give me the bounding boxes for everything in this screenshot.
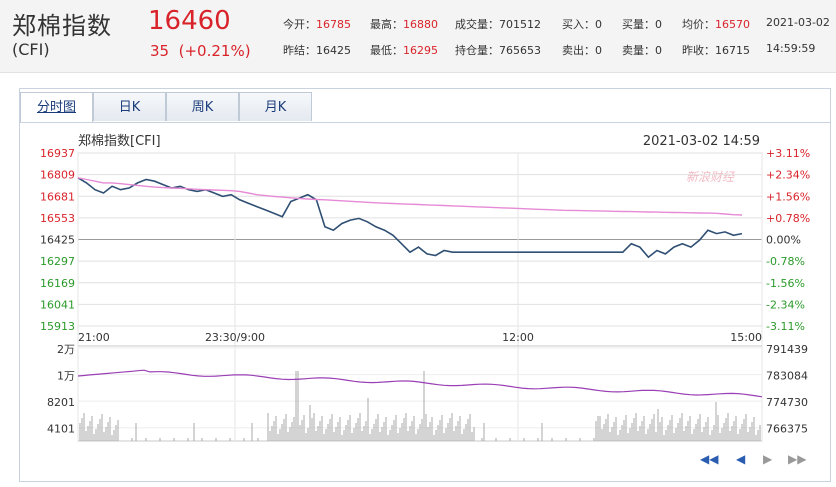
nav-prev-button[interactable]: ◀ [736, 452, 746, 466]
time-tick-label: 15:00 [730, 331, 762, 344]
price-tick-label: 16809 [40, 169, 75, 182]
open-interest-tick-label: 774730 [766, 396, 808, 409]
chart-tabs: 分时图 日K 周K 月K [20, 92, 312, 123]
percent-tick-label: -3.11% [766, 320, 805, 333]
quote-item: 均价：16570 [682, 16, 750, 32]
price-change: 35 (+0.21%) [150, 42, 251, 60]
percent-tick-label: -0.78% [766, 255, 805, 268]
quote-label: 成交量： [455, 18, 499, 31]
quote-item: 持仓量：765653 [455, 42, 541, 58]
quote-label: 持仓量： [455, 44, 499, 57]
chart-datetime: 2021-03-02 14:59 [643, 134, 760, 149]
volume-tick-label: 4101 [47, 423, 75, 436]
tab-intraday[interactable]: 分时图 [20, 92, 93, 123]
percent-tick-label: +3.11% [766, 147, 810, 160]
quote-value: 16570 [715, 18, 750, 31]
quote-value: 14:59:59 [766, 42, 816, 55]
open-interest-line [77, 369, 763, 398]
price-tick-label: 16041 [40, 298, 75, 311]
price-tick-label: 16937 [40, 147, 75, 160]
chart-grid [77, 152, 763, 442]
price-tick-label: 16297 [40, 255, 75, 268]
quote-item: 昨收：16715 [682, 42, 750, 58]
quote-item: 最高：16880 [370, 16, 438, 32]
price-tick-label: 16425 [40, 234, 75, 247]
quote-value: 0 [655, 44, 662, 57]
quote-item: 今开：16785 [283, 16, 351, 32]
open-interest-tick-label: 766375 [766, 423, 808, 436]
tab-monthly-k[interactable]: 月K [239, 92, 312, 121]
percent-tick-label: +2.34% [766, 169, 810, 182]
quote-value: 0 [595, 44, 602, 57]
percent-tick-label: -1.56% [766, 277, 805, 290]
quote-item: 最低：16295 [370, 42, 438, 58]
price-line [77, 177, 743, 259]
quote-value: 16785 [316, 18, 351, 31]
quote-value: 0 [655, 18, 662, 31]
instrument-code: (CFI) [12, 40, 50, 59]
quote-value: 16880 [403, 18, 438, 31]
quote-value: 765653 [499, 44, 541, 57]
time-tick-label: 12:00 [502, 331, 534, 344]
chart-panel: 郑棉指数[CFI] 2021-03-02 14:59 新浪财经 16937 +3.… [19, 122, 831, 482]
quote-item: 卖量：0 [622, 42, 662, 58]
quote-item: 卖出：0 [562, 42, 602, 58]
quote-label: 卖出： [562, 44, 595, 57]
quote-label: 昨结： [283, 44, 316, 57]
quote-label: 最高： [370, 18, 403, 31]
current-price: 16460 [148, 6, 231, 36]
quote-label: 均价： [682, 18, 715, 31]
tab-daily-k[interactable]: 日K [93, 92, 166, 121]
quote-label: 买量： [622, 18, 655, 31]
volume-tick-label: 8201 [47, 396, 75, 409]
quote-item: 2021-03-02 [766, 16, 830, 29]
quote-item: 买入：0 [562, 16, 602, 32]
quote-label: 昨收： [682, 44, 715, 57]
quote-label: 买入： [562, 18, 595, 31]
change-value: 35 [150, 42, 170, 60]
price-tick-label: 15913 [40, 320, 75, 333]
quote-value: 16425 [316, 44, 351, 57]
chart-title: 郑棉指数[CFI] [78, 134, 161, 149]
percent-tick-label: +1.56% [766, 190, 810, 203]
quote-value: 16715 [715, 44, 750, 57]
watermark: 新浪财经 [686, 170, 736, 184]
quote-value: 701512 [499, 18, 541, 31]
time-tick-label: 21:00 [78, 331, 110, 344]
open-interest-tick-label: 783084 [766, 370, 808, 383]
quote-header: 郑棉指数 (CFI) 16460 35 (+0.21%) 今开：16785 最高：… [0, 0, 836, 73]
open-interest-tick-label: 791439 [766, 343, 808, 356]
quote-item: 昨结：16425 [283, 42, 351, 58]
quote-item: 成交量：701512 [455, 16, 541, 32]
volume-tick-label: 2万 [57, 343, 75, 356]
chart-lines [77, 177, 763, 398]
instrument-name: 郑棉指数 [12, 12, 112, 40]
quote-value: 0 [595, 18, 602, 31]
price-tick-label: 16169 [40, 277, 75, 290]
price-tick-label: 16553 [40, 212, 75, 225]
volume-tick-label: 1万 [57, 370, 75, 383]
percent-tick-label: 0.00% [766, 234, 801, 247]
volume-bars [79, 371, 761, 441]
quote-item: 14:59:59 [766, 42, 815, 55]
average-price-line [77, 177, 743, 216]
percent-tick-label: +0.78% [766, 212, 810, 225]
quote-label: 卖量： [622, 44, 655, 57]
quote-item: 买量：0 [622, 16, 662, 32]
nav-first-button[interactable]: ◀◀ [700, 452, 719, 466]
quote-label: 最低： [370, 44, 403, 57]
nav-next-button[interactable]: ▶ [763, 452, 773, 466]
price-tick-label: 16681 [40, 190, 75, 203]
percent-tick-label: -2.34% [766, 298, 805, 311]
quote-label: 今开： [283, 18, 316, 31]
intraday-chart: 郑棉指数[CFI] 2021-03-02 14:59 新浪财经 16937 +3.… [40, 134, 810, 442]
axis-ticks: 16937 +3.11% 16809 +2.34% 16681 +1.56% 16553 +0… [40, 147, 810, 436]
tab-weekly-k[interactable]: 周K [166, 92, 239, 121]
quote-value: 2021-03-02 [766, 16, 830, 29]
quote-value: 16295 [403, 44, 438, 57]
change-percent: (+0.21%) [178, 42, 251, 60]
time-tick-label: 23:30/9:00 [205, 331, 265, 344]
nav-last-button[interactable]: ▶▶ [788, 452, 807, 466]
